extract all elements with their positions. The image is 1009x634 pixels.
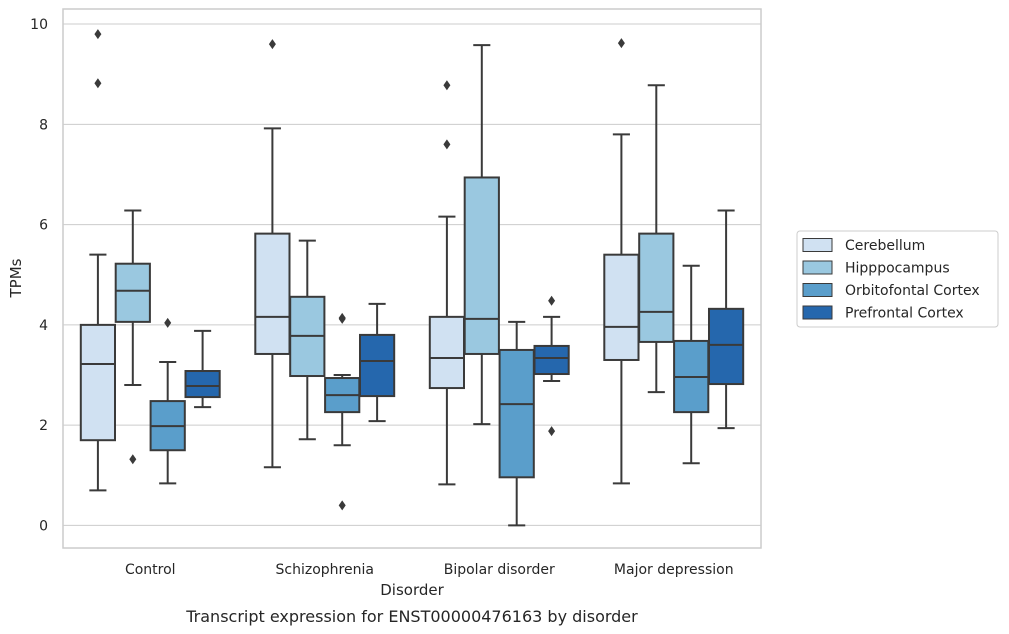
legend-label: Hipppocampus (845, 261, 950, 277)
x-tick-labels: Control Schizophrenia Bipolar disorder Majo… (125, 562, 734, 578)
x-tick-label: Bipolar disorder (444, 562, 555, 578)
outlier-point (94, 78, 102, 89)
box-major-depression (638, 84, 675, 394)
iqr-box (638, 232, 675, 343)
outlier-point (617, 38, 625, 49)
box-bipolar-disorder (498, 320, 535, 527)
box-control (184, 329, 221, 409)
outlier-point (129, 454, 137, 465)
box-schizophrenia (254, 39, 291, 469)
legend-swatch (802, 283, 833, 297)
box-bipolar-disorder (428, 80, 466, 486)
legend-label: Prefrontal Cortex (845, 306, 964, 322)
iqr-box (428, 315, 466, 390)
outlier-point (548, 295, 556, 306)
y-tick-label: 6 (39, 218, 48, 234)
iqr-box (184, 370, 221, 399)
outlier-point (548, 426, 556, 437)
iqr-box (603, 253, 640, 361)
iqr-box (463, 176, 500, 355)
iqr-box (358, 333, 396, 398)
outlier-point (164, 317, 172, 328)
legend-swatch (802, 238, 833, 252)
box-schizophrenia (289, 239, 326, 441)
y-tick-label: 0 (39, 518, 48, 534)
outlier-point (94, 29, 102, 40)
series-orbitofontal-cortex (149, 264, 710, 527)
iqr-box (114, 262, 151, 323)
outlier-point (338, 500, 346, 511)
outlier-point (338, 312, 346, 323)
iqr-box (254, 232, 291, 355)
legend: Cerebellum Hipppocampus Orbitofontal Corte… (796, 230, 999, 328)
box-bipolar-disorder (463, 44, 500, 426)
series-hipppocampus (114, 44, 675, 465)
outlier-point (268, 39, 276, 50)
outlier-point (443, 139, 451, 150)
y-tick-label: 10 (30, 17, 48, 33)
box-control (79, 29, 117, 492)
box-schizophrenia (324, 312, 361, 511)
box-bipolar-disorder (533, 295, 570, 437)
legend-label: Orbitofontal Cortex (845, 283, 980, 299)
iqr-box (533, 344, 570, 376)
x-tick-label: Major depression (614, 562, 734, 578)
y-tick-labels: 0 2 4 6 8 10 (30, 17, 48, 534)
iqr-box (498, 348, 535, 479)
legend-swatch (802, 260, 833, 275)
series-cerebellum (79, 29, 640, 492)
box-schizophrenia (358, 302, 396, 423)
box-control (114, 209, 151, 465)
chart-caption: Transcript expression for ENST0000047616… (185, 607, 638, 626)
box-major-depression (707, 209, 745, 430)
y-tick-label: 4 (39, 318, 48, 334)
outlier-point (443, 80, 451, 91)
legend-frame (796, 230, 999, 328)
legend-label: Cerebellum (845, 238, 925, 254)
iqr-box (707, 307, 745, 386)
box-major-depression (603, 38, 640, 485)
legend-swatch (802, 305, 833, 320)
box-groups (79, 29, 745, 527)
series-prefrontal-cortex (184, 209, 745, 437)
x-tick-label: Schizophrenia (276, 562, 374, 578)
y-axis-label: TPMs (7, 258, 25, 298)
y-tick-label: 2 (39, 418, 48, 434)
box-control (149, 317, 186, 485)
x-tick-label: Control (125, 562, 176, 578)
box-major-depression (673, 264, 710, 465)
y-tick-label: 8 (39, 117, 48, 133)
plot-frame (62, 8, 762, 549)
x-axis-label: Disorder (380, 581, 444, 599)
iqr-box (79, 323, 117, 442)
